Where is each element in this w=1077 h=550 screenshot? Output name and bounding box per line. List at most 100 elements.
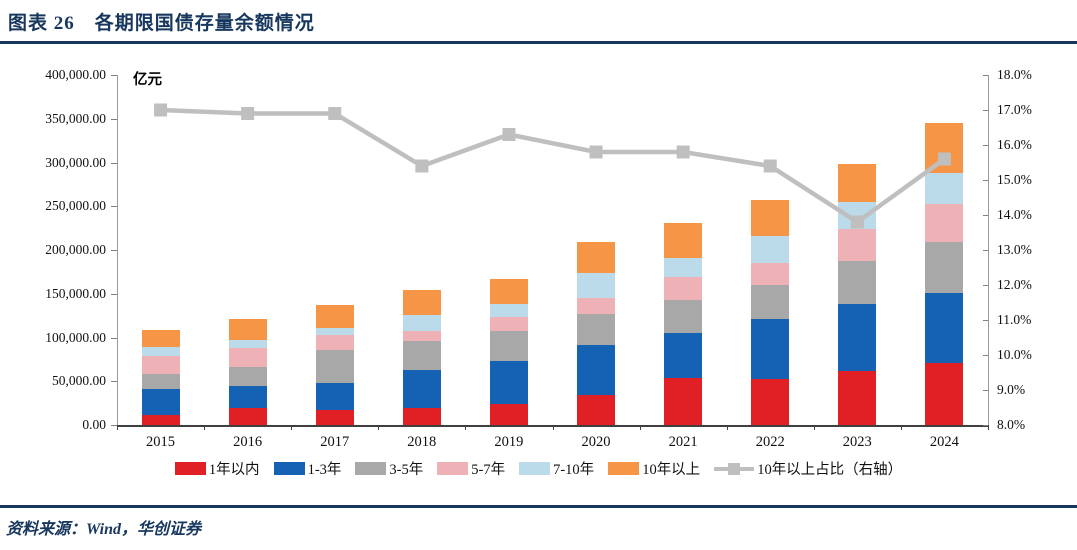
bar-segment: [577, 395, 616, 425]
line-marker: [763, 159, 777, 173]
x-axis-category-label: 2020: [581, 434, 611, 450]
x-axis-tick: [204, 425, 206, 430]
bar-segment: [489, 303, 528, 317]
y-axis-left-tick: [111, 425, 117, 426]
bar-segment: [925, 241, 964, 294]
x-axis-category-label: 2021: [668, 434, 698, 450]
bar-segment: [838, 202, 877, 229]
y-axis-right-tick-label: 15.0%: [997, 172, 1032, 187]
bar-segment: [664, 377, 703, 425]
bar-segment: [925, 122, 964, 173]
legend-item: 1-3年: [273, 458, 341, 479]
legend-line-swatch: [714, 462, 755, 475]
y-axis-right-tick: [983, 145, 988, 146]
bar-segment: [577, 242, 616, 274]
y-axis-left-tick-label: 250,000.00: [45, 198, 106, 214]
legend-swatch: [519, 462, 551, 475]
bar-segment: [577, 273, 616, 298]
y-axis-left-tick-label: 400,000.00: [45, 67, 106, 82]
x-axis-category-label: 2016: [233, 434, 263, 450]
source-rule: [0, 505, 1077, 508]
y-axis-right-tick-label: 10.0%: [997, 347, 1032, 362]
chart-title: 图表 26 各期限国债存量余额情况: [8, 13, 315, 34]
bar-segment: [315, 410, 354, 425]
legend-item: 1年以内: [174, 458, 260, 479]
bar-segment: [315, 383, 354, 411]
bar-segment: [489, 316, 528, 331]
bar-segment: [751, 263, 790, 285]
bar-segment: [664, 222, 703, 258]
bar-segment: [228, 367, 267, 386]
bar-segment: [925, 204, 964, 242]
y-axis-left-tick: [111, 75, 117, 76]
y-axis-right-line: [988, 75, 989, 425]
bar-segment: [315, 305, 354, 328]
bar-segment: [489, 404, 528, 425]
bar-segment: [664, 333, 703, 378]
legend-label: 5-7年: [471, 462, 506, 478]
bar-segment: [141, 330, 180, 347]
line-marker: [676, 145, 690, 159]
y-axis-left-tick-label: 100,000.00: [45, 329, 106, 345]
y-axis-left-tick: [111, 337, 117, 339]
bar-segment: [664, 277, 703, 300]
legend-swatch: [273, 462, 305, 475]
y-axis-left-tick: [111, 162, 117, 164]
bar-segment: [664, 257, 703, 278]
x-axis-tick: [117, 425, 118, 430]
unit-label: 亿元: [133, 72, 162, 88]
x-axis-category-label: 2023: [842, 434, 872, 450]
y-axis-right-tick: [983, 75, 988, 76]
line-marker: [154, 103, 168, 117]
bar-segment: [489, 360, 528, 405]
bar-segment: [838, 304, 877, 371]
y-axis-right-tick-label: 13.0%: [997, 242, 1032, 257]
x-axis-tick: [988, 425, 989, 430]
bar-segment: [838, 370, 877, 425]
y-axis-right-tick: [983, 355, 988, 356]
y-axis-left-tick-label: 300,000.00: [45, 154, 106, 170]
line-marker: [589, 145, 603, 159]
title-rule: [0, 41, 1077, 44]
x-axis-tick: [378, 425, 380, 430]
x-axis-category-label: 2022: [755, 434, 785, 450]
y-axis-right-tick: [983, 285, 988, 286]
legend-item: 3-5年: [355, 458, 423, 479]
bar-segment: [751, 199, 790, 237]
y-axis-right-tick: [983, 110, 988, 111]
x-axis-category-label: 2024: [929, 434, 959, 450]
y-axis-left-tick: [111, 250, 117, 251]
y-axis-right-tick-label: 8.0%: [997, 417, 1026, 432]
y-axis-right-tick-label: 16.0%: [997, 137, 1032, 152]
bar-segment: [228, 319, 267, 341]
y-axis-left-line: [117, 75, 118, 425]
legend-item: 10年以上占比（右轴）: [714, 458, 902, 479]
y-axis-left-tick: [111, 206, 117, 208]
bar-segment: [228, 385, 267, 409]
bar-segment: [141, 415, 180, 425]
bar-segment: [577, 297, 616, 315]
y-axis-left-tick-label: 150,000.00: [45, 285, 106, 301]
bar-segment: [402, 289, 441, 315]
bar-segment: [141, 373, 180, 389]
bar-segment: [838, 163, 877, 203]
x-axis-category-label: 2019: [494, 434, 524, 450]
legend: 1年以内 1-3年 3-5年 5-7年 7-10年 10年以上 10年以上占比（右轴）: [0, 458, 1077, 479]
bar-segment: [141, 355, 180, 374]
x-axis-category-label: 2018: [407, 434, 437, 450]
y-axis-right-tick-label: 11.0%: [997, 312, 1032, 327]
bar-segment: [228, 340, 267, 349]
bar-segment: [838, 260, 877, 305]
legend-swatch: [355, 462, 387, 475]
x-axis-tick: [900, 425, 902, 430]
y-axis-right-tick: [983, 215, 988, 216]
y-axis-right-tick-label: 18.0%: [997, 67, 1032, 82]
bar-segment: [751, 236, 790, 264]
legend-label: 1年以内: [208, 462, 260, 478]
bar-segment: [925, 293, 964, 363]
bar-segment: [489, 330, 528, 361]
bar-segment: [751, 284, 790, 319]
x-axis-category-label: 2017: [320, 434, 350, 450]
legend-swatch: [437, 462, 469, 475]
